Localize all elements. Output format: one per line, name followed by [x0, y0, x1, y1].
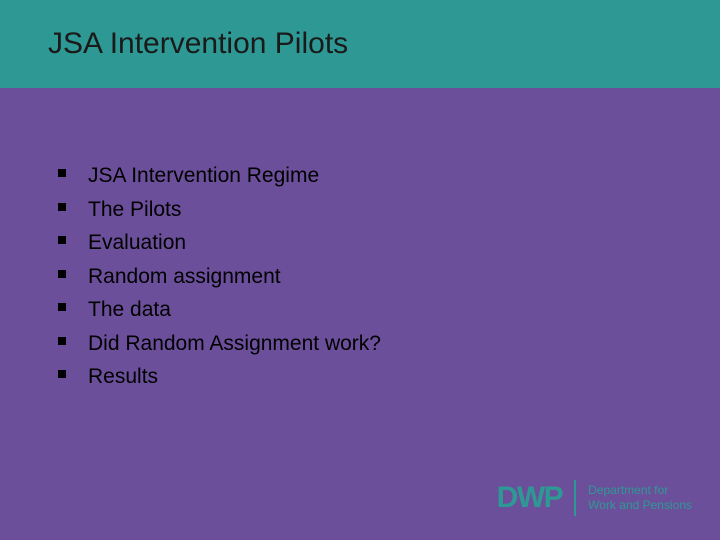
dept-line-1: Department for	[588, 483, 692, 498]
dwp-department-name: Department for Work and Pensions	[588, 483, 692, 513]
dept-line-2: Work and Pensions	[588, 498, 692, 513]
square-bullet-icon	[58, 169, 66, 177]
list-item: The Pilots	[58, 194, 680, 226]
bullet-text: Random assignment	[88, 265, 281, 288]
bullet-text: Results	[88, 365, 158, 388]
square-bullet-icon	[58, 303, 66, 311]
bullet-text: The data	[88, 298, 171, 321]
list-item: JSA Intervention Regime	[58, 160, 680, 192]
list-item: Results	[58, 361, 680, 393]
bullet-list: JSA Intervention Regime The Pilots Evalu…	[58, 160, 680, 393]
bullet-text: Did Random Assignment work?	[88, 332, 381, 355]
square-bullet-icon	[58, 337, 66, 345]
square-bullet-icon	[58, 270, 66, 278]
logo-divider	[574, 480, 576, 516]
bullet-text: The Pilots	[88, 198, 181, 221]
square-bullet-icon	[58, 370, 66, 378]
square-bullet-icon	[58, 203, 66, 211]
slide-container: JSA Intervention Pilots JSA Intervention…	[0, 0, 720, 540]
list-item: The data	[58, 294, 680, 326]
title-bar: JSA Intervention Pilots	[0, 0, 720, 88]
slide-title: JSA Intervention Pilots	[48, 27, 348, 61]
bullet-text: JSA Intervention Regime	[88, 164, 319, 187]
list-item: Evaluation	[58, 227, 680, 259]
footer-logo: DWP Department for Work and Pensions	[497, 480, 692, 516]
bullet-text: Evaluation	[88, 231, 186, 254]
square-bullet-icon	[58, 236, 66, 244]
dwp-logo-mark: DWP	[497, 483, 563, 513]
content-area: JSA Intervention Regime The Pilots Evalu…	[58, 160, 680, 395]
list-item: Random assignment	[58, 261, 680, 293]
list-item: Did Random Assignment work?	[58, 328, 680, 360]
